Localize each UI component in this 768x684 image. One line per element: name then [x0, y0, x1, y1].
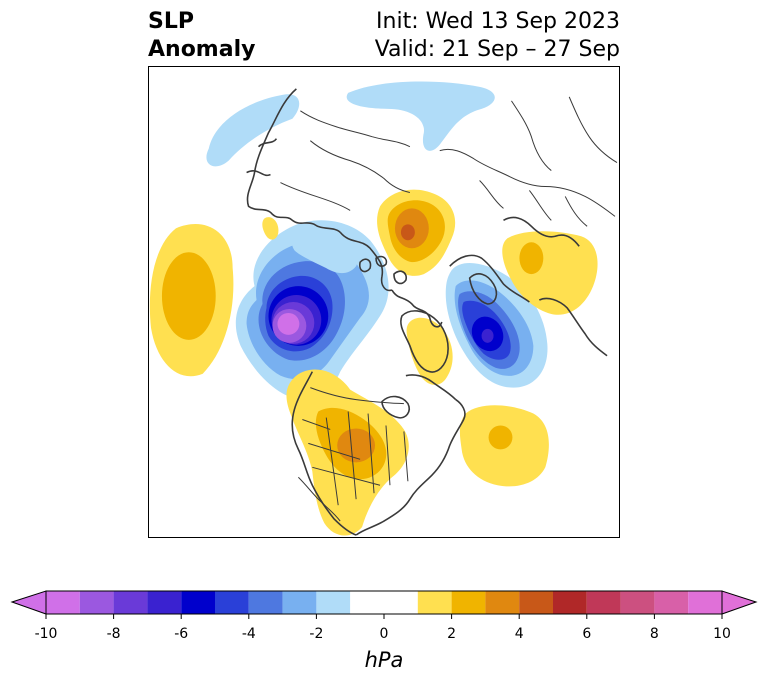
title-variable: SLP [148, 9, 194, 34]
colorbar-segment [79, 591, 114, 614]
colorbar-overflow-triangle [721, 590, 758, 615]
coastlines [246, 88, 618, 536]
colorbar-segment [620, 591, 655, 614]
colorbar-segment [215, 591, 249, 614]
colorbar-segment [46, 591, 80, 614]
colorbar-segment [282, 591, 317, 614]
colorbar-tick-label: 6 [582, 626, 592, 642]
colorbar-underflow-triangle [10, 590, 47, 615]
colorbar-tick-label: 2 [447, 626, 457, 642]
europe-high-anomaly [502, 231, 598, 315]
colorbar-tick-label: -10 [34, 626, 58, 642]
colorbar-segment [417, 591, 452, 614]
colorbar-segment [553, 591, 587, 614]
colorbar-segment [181, 591, 215, 614]
init-date-label: Init: Wed 13 Sep 2023 [376, 9, 620, 34]
colorbar-tick-label: -6 [174, 626, 189, 642]
colorbar-segment [248, 591, 283, 614]
title-variable-line2: Anomaly [148, 37, 256, 62]
colorbar-tick-label: 10 [713, 626, 731, 642]
colorbar-segment [485, 591, 520, 614]
anomaly-map [148, 66, 620, 538]
colorbar-tick-label: 8 [649, 626, 659, 642]
bering-low-anomaly [206, 94, 300, 167]
small-positive-anomaly [262, 217, 279, 240]
colorbar-tick-label: -4 [241, 626, 256, 642]
map-subtitle: Init: Wed 13 Sep 2023 Valid: 21 Sep – 27… [375, 8, 620, 64]
colorbar-segment [147, 591, 182, 614]
colorbar [10, 590, 758, 619]
map-title: SLP Anomaly [148, 8, 255, 64]
colorbar-tick-label: -8 [106, 626, 121, 642]
central-us-high-anomaly [286, 369, 409, 536]
colorbar-segment [654, 591, 689, 614]
colorbar-segments [46, 591, 722, 614]
colorbar-tick-label: 0 [379, 626, 389, 642]
atlantic-high-anomaly [459, 405, 549, 487]
anomaly-shading [149, 81, 598, 536]
canada-low-anomaly [292, 225, 359, 274]
colorbar-segment [586, 591, 621, 614]
colorbar-segment [316, 591, 351, 614]
colorbar-segment [519, 591, 553, 614]
colorbar-segment [451, 591, 486, 614]
pacific-high-anomaly [149, 223, 234, 377]
colorbar-units-label: hPa [364, 648, 404, 672]
arctic-low-anomaly [346, 81, 495, 151]
valid-period-label: Valid: 21 Sep – 27 Sep [374, 37, 620, 62]
colorbar-ticks [45, 614, 723, 619]
colorbar-segment [688, 591, 722, 614]
siberia-high-anomaly [377, 189, 456, 276]
colorbar-tick-label: 4 [514, 626, 524, 642]
colorbar-segment [350, 591, 418, 614]
colorbar-segment [113, 591, 148, 614]
colorbar-tick-label: -2 [309, 626, 324, 642]
